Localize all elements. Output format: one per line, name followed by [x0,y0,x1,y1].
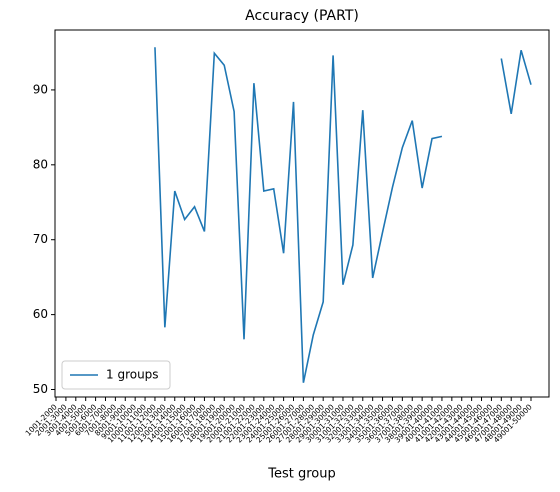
y-tick-label: 90 [33,82,48,96]
plot-frame [54,29,550,398]
data-line [154,47,532,383]
y-tick-label: 70 [33,232,48,246]
legend-box [61,360,171,390]
legend-label: 1 groups [106,368,159,382]
y-tick-label: 60 [33,307,48,321]
chart-title: Accuracy (PART) [245,8,359,24]
x-axis-label: Test group [267,467,336,482]
y-tick-label: 80 [33,157,48,171]
y-tick-label: 50 [33,382,48,396]
